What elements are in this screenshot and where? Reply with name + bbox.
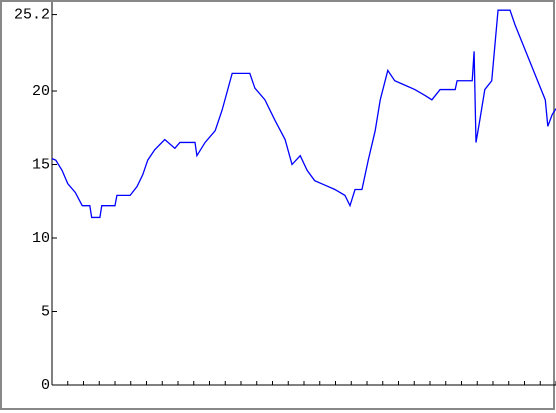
data-line (52, 9, 556, 219)
y-tick-label: 10 (32, 230, 50, 247)
y-tick-label: 15 (32, 156, 50, 173)
y-tick-label: 0 (41, 377, 50, 394)
y-tick-label: 5 (41, 303, 50, 320)
y-tick-label: 20 (32, 83, 50, 100)
y-tick-label: 25.2 (14, 7, 50, 24)
